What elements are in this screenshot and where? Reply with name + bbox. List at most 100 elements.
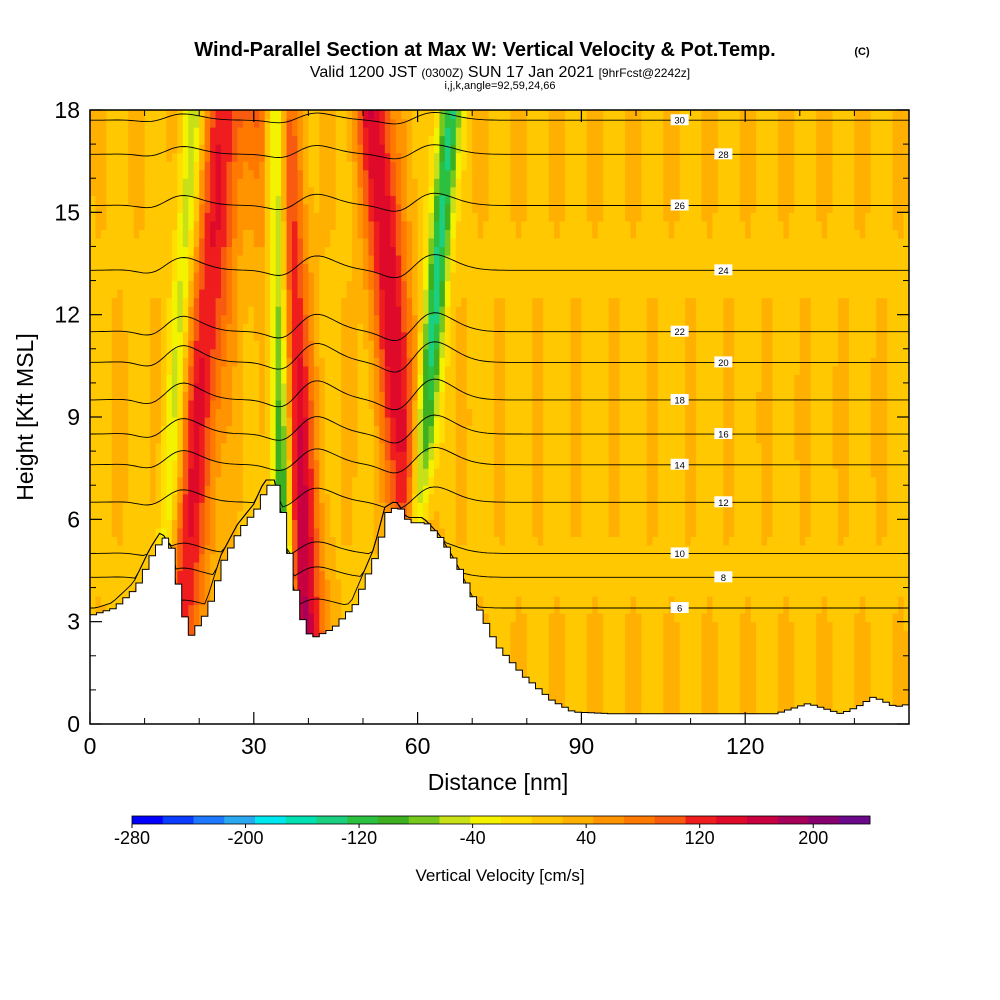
velocity-cell bbox=[461, 195, 468, 205]
velocity-cell bbox=[352, 596, 359, 606]
velocity-cell bbox=[308, 417, 315, 427]
velocity-cell bbox=[90, 289, 97, 299]
velocity-cell bbox=[444, 203, 451, 213]
velocity-cell bbox=[379, 417, 386, 427]
velocity-cell bbox=[182, 570, 189, 580]
velocity-cell bbox=[117, 186, 124, 196]
velocity-cell bbox=[177, 340, 184, 350]
velocity-cell bbox=[90, 468, 97, 478]
velocity-cell bbox=[455, 485, 462, 495]
velocity-cell bbox=[237, 323, 244, 333]
velocity-cell bbox=[215, 152, 222, 162]
velocity-cell bbox=[90, 323, 97, 333]
velocity-cell bbox=[341, 323, 348, 333]
velocity-cell bbox=[111, 570, 118, 580]
velocity-cell bbox=[324, 306, 331, 316]
velocity-cell bbox=[308, 272, 315, 282]
velocity-cell bbox=[439, 254, 446, 265]
velocity-cell bbox=[221, 152, 228, 162]
velocity-cell bbox=[253, 348, 260, 358]
velocity-cell bbox=[128, 323, 135, 333]
velocity-cell bbox=[264, 272, 271, 282]
velocity-cell bbox=[341, 382, 348, 393]
velocity-cell bbox=[406, 144, 413, 154]
velocity-cell bbox=[324, 272, 331, 282]
velocity-cell bbox=[160, 152, 168, 162]
velocity-cell bbox=[308, 468, 315, 478]
velocity-cell bbox=[122, 212, 129, 222]
velocity-cell bbox=[384, 195, 391, 205]
velocity-cell bbox=[160, 417, 168, 427]
velocity-cell bbox=[417, 169, 424, 179]
velocity-cell bbox=[237, 212, 244, 222]
velocity-cell bbox=[111, 118, 118, 128]
velocity-cell bbox=[281, 118, 288, 128]
velocity-cell bbox=[368, 451, 375, 461]
velocity-cell bbox=[455, 254, 462, 265]
velocity-cell bbox=[433, 502, 441, 512]
velocity-cell bbox=[221, 220, 228, 230]
velocity-cell bbox=[237, 220, 244, 230]
velocity-cell bbox=[264, 237, 271, 248]
velocity-cell bbox=[341, 459, 348, 469]
velocity-cell bbox=[302, 135, 309, 145]
velocity-cell bbox=[111, 127, 118, 137]
velocity-cell bbox=[193, 314, 200, 324]
velocity-cell bbox=[100, 553, 107, 563]
velocity-cell bbox=[182, 434, 189, 444]
velocity-cell bbox=[433, 408, 441, 418]
velocity-cell bbox=[395, 314, 402, 324]
velocity-cell bbox=[166, 314, 173, 324]
velocity-cell bbox=[292, 280, 299, 290]
velocity-cell bbox=[199, 169, 206, 179]
velocity-cell bbox=[231, 127, 239, 137]
velocity-cell bbox=[171, 152, 178, 162]
velocity-cell bbox=[335, 493, 342, 503]
velocity-cell bbox=[313, 417, 320, 427]
velocity-cell bbox=[215, 442, 222, 452]
velocity-cell bbox=[253, 434, 260, 444]
velocity-cell bbox=[259, 323, 266, 333]
velocity-cell bbox=[90, 519, 97, 529]
velocity-cell bbox=[193, 297, 200, 307]
velocity-cell bbox=[363, 144, 370, 154]
velocity-cell bbox=[122, 587, 129, 597]
velocity-cell bbox=[122, 323, 129, 333]
velocity-cell bbox=[412, 382, 419, 393]
velocity-cell bbox=[242, 399, 249, 410]
velocity-cell bbox=[204, 110, 211, 120]
velocity-cell bbox=[139, 365, 146, 375]
velocity-cell bbox=[215, 357, 222, 367]
velocity-cell bbox=[150, 459, 157, 469]
velocity-cell bbox=[117, 382, 124, 393]
velocity-cell bbox=[286, 178, 293, 188]
velocity-cell bbox=[439, 391, 446, 401]
velocity-cell bbox=[106, 442, 113, 452]
velocity-cell bbox=[313, 425, 320, 435]
velocity-cell bbox=[346, 127, 353, 137]
velocity-cell bbox=[166, 493, 173, 503]
velocity-cell bbox=[330, 527, 337, 537]
velocity-cell bbox=[210, 348, 217, 358]
velocity-cell bbox=[286, 289, 293, 299]
velocity-cell bbox=[226, 434, 233, 444]
velocity-cell bbox=[188, 510, 195, 520]
velocity-cell bbox=[357, 451, 364, 461]
velocity-cell bbox=[150, 442, 157, 452]
velocity-cell bbox=[417, 246, 424, 256]
velocity-cell bbox=[313, 519, 320, 529]
velocity-cell bbox=[357, 152, 364, 162]
velocity-cell bbox=[302, 579, 309, 589]
velocity-cell bbox=[373, 297, 380, 307]
velocity-cell bbox=[204, 382, 211, 393]
velocity-cell bbox=[204, 493, 211, 503]
velocity-cell bbox=[357, 561, 364, 572]
velocity-cell bbox=[106, 212, 113, 222]
velocity-cell bbox=[188, 272, 195, 282]
velocity-cell bbox=[379, 272, 386, 282]
velocity-cell bbox=[226, 306, 233, 316]
velocity-cell bbox=[188, 195, 195, 205]
velocity-cell bbox=[144, 348, 151, 358]
velocity-cell bbox=[330, 152, 337, 162]
velocity-cell bbox=[417, 306, 424, 316]
